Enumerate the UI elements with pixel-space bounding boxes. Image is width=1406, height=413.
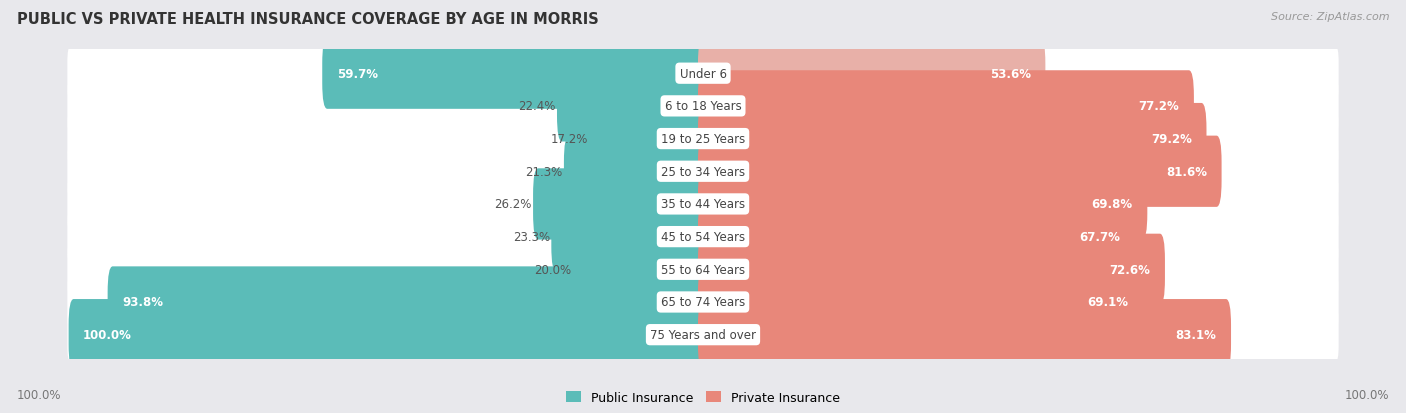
FancyBboxPatch shape — [551, 202, 709, 273]
FancyBboxPatch shape — [67, 112, 1339, 166]
Text: 35 to 44 Years: 35 to 44 Years — [661, 198, 745, 211]
Text: 65 to 74 Years: 65 to 74 Years — [661, 296, 745, 309]
FancyBboxPatch shape — [322, 38, 709, 109]
FancyBboxPatch shape — [697, 267, 1143, 338]
FancyBboxPatch shape — [697, 136, 1222, 207]
FancyBboxPatch shape — [533, 169, 709, 240]
FancyBboxPatch shape — [67, 177, 1339, 232]
Text: 100.0%: 100.0% — [1344, 388, 1389, 401]
FancyBboxPatch shape — [67, 210, 1339, 264]
Text: 72.6%: 72.6% — [1109, 263, 1150, 276]
Text: 55 to 64 Years: 55 to 64 Years — [661, 263, 745, 276]
FancyBboxPatch shape — [67, 308, 1339, 362]
Text: Under 6: Under 6 — [679, 68, 727, 81]
FancyBboxPatch shape — [67, 275, 1339, 329]
FancyBboxPatch shape — [589, 104, 709, 175]
Text: 75 Years and over: 75 Years and over — [650, 328, 756, 341]
FancyBboxPatch shape — [564, 136, 709, 207]
FancyBboxPatch shape — [697, 71, 1194, 142]
Text: 100.0%: 100.0% — [83, 328, 132, 341]
Text: PUBLIC VS PRIVATE HEALTH INSURANCE COVERAGE BY AGE IN MORRIS: PUBLIC VS PRIVATE HEALTH INSURANCE COVER… — [17, 12, 599, 27]
Text: 25 to 34 Years: 25 to 34 Years — [661, 165, 745, 178]
FancyBboxPatch shape — [67, 47, 1339, 101]
FancyBboxPatch shape — [697, 299, 1232, 370]
Text: 100.0%: 100.0% — [17, 388, 62, 401]
FancyBboxPatch shape — [697, 202, 1135, 273]
FancyBboxPatch shape — [67, 80, 1339, 134]
FancyBboxPatch shape — [697, 169, 1147, 240]
FancyBboxPatch shape — [108, 267, 709, 338]
Text: 81.6%: 81.6% — [1166, 165, 1208, 178]
FancyBboxPatch shape — [557, 71, 709, 142]
Text: 67.7%: 67.7% — [1078, 230, 1119, 244]
Text: 53.6%: 53.6% — [990, 68, 1031, 81]
Text: 93.8%: 93.8% — [122, 296, 163, 309]
Text: 79.2%: 79.2% — [1152, 133, 1192, 146]
FancyBboxPatch shape — [69, 299, 709, 370]
FancyBboxPatch shape — [67, 242, 1339, 297]
FancyBboxPatch shape — [697, 104, 1206, 175]
Text: 17.2%: 17.2% — [551, 133, 589, 146]
Text: 20.0%: 20.0% — [534, 263, 571, 276]
Text: 19 to 25 Years: 19 to 25 Years — [661, 133, 745, 146]
FancyBboxPatch shape — [67, 145, 1339, 199]
FancyBboxPatch shape — [697, 38, 1046, 109]
Legend: Public Insurance, Private Insurance: Public Insurance, Private Insurance — [561, 386, 845, 409]
Text: 26.2%: 26.2% — [495, 198, 531, 211]
Text: 45 to 54 Years: 45 to 54 Years — [661, 230, 745, 244]
Text: Source: ZipAtlas.com: Source: ZipAtlas.com — [1271, 12, 1389, 22]
Text: 6 to 18 Years: 6 to 18 Years — [665, 100, 741, 113]
Text: 21.3%: 21.3% — [526, 165, 562, 178]
FancyBboxPatch shape — [572, 234, 709, 305]
Text: 69.8%: 69.8% — [1091, 198, 1133, 211]
FancyBboxPatch shape — [697, 234, 1166, 305]
Text: 59.7%: 59.7% — [336, 68, 378, 81]
Text: 77.2%: 77.2% — [1139, 100, 1180, 113]
Text: 69.1%: 69.1% — [1087, 296, 1129, 309]
Text: 22.4%: 22.4% — [519, 100, 555, 113]
Text: 83.1%: 83.1% — [1175, 328, 1216, 341]
Text: 23.3%: 23.3% — [513, 230, 550, 244]
